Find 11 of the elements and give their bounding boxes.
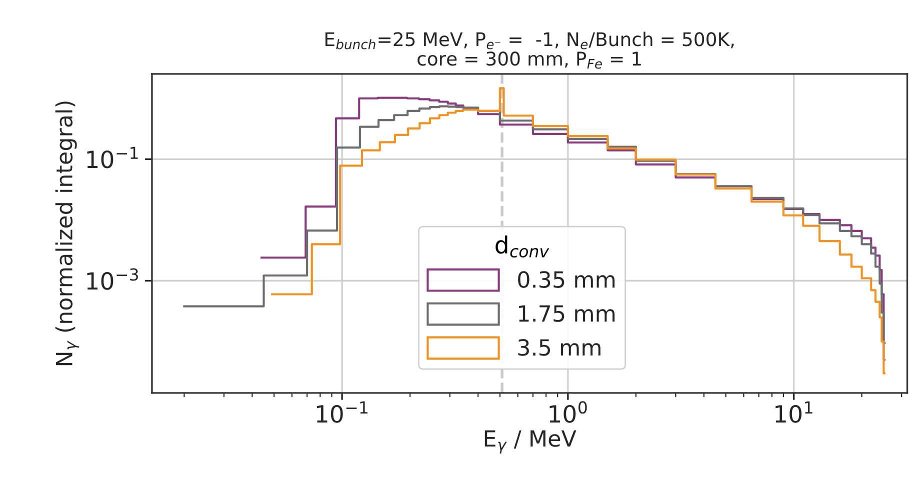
chart-title: E$_{bunch}$=25 MeV, P$_{e⁻}$ = -1, N$_{e}$/Bunch = 500K, core = 300 mm, P$_{Fe}$ = 1 xyxy=(325,32,734,69)
legend-label: 3.5 mm xyxy=(518,339,600,356)
legend-title: d$_{conv}$ xyxy=(496,235,550,258)
x-tick-label: 10$^{−1}$ xyxy=(316,401,368,423)
legend-label: 1.75 mm xyxy=(519,305,615,322)
legend-label: 0.35 mm xyxy=(518,271,615,288)
y-tick-label: 10$^{−3}$ xyxy=(87,268,138,290)
y-axis-title: N$_{γ}$ (normalized integral) xyxy=(55,102,80,366)
x-tick-label: 10$^{1}$ xyxy=(776,401,812,423)
x-tick-label: 10$^{0}$ xyxy=(550,401,587,423)
x-axis-title: E$_{γ}$ / MeV xyxy=(484,430,576,454)
